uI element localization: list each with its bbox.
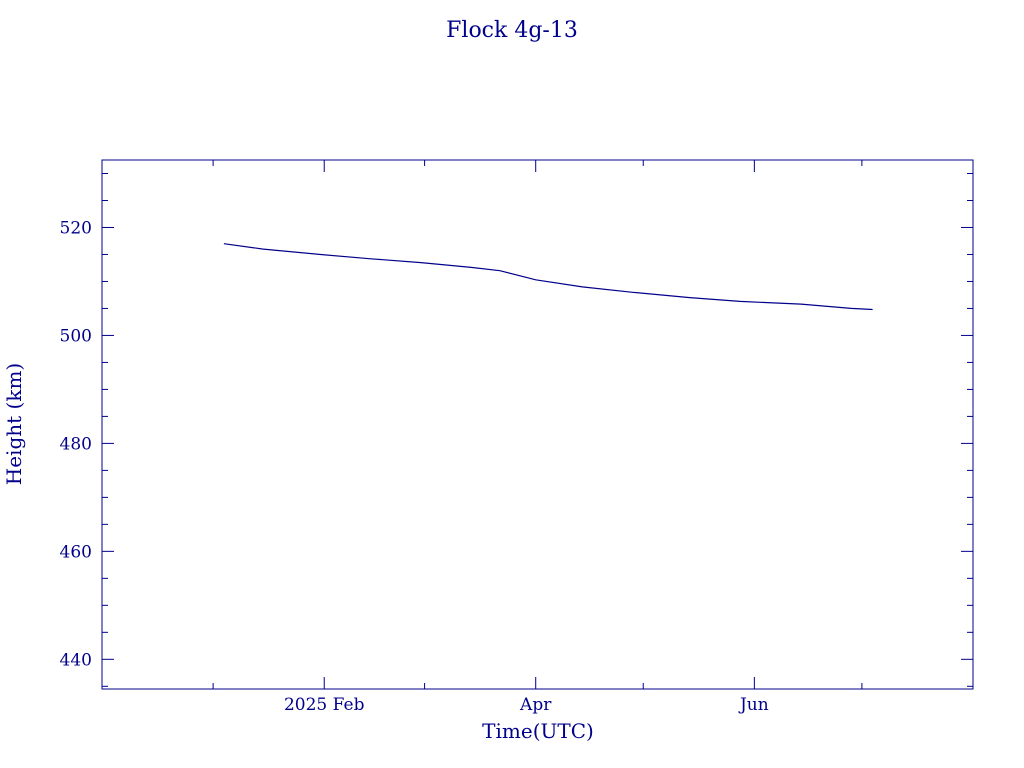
y-axis: 440 460 480 500 520: [60, 172, 973, 687]
x-axis-label: Time(UTC): [482, 719, 594, 743]
y-axis-label: Height (km): [2, 363, 26, 485]
y-tick-label: 500: [60, 326, 92, 346]
x-tick-label: Apr: [519, 695, 552, 715]
y-tick-label: 460: [60, 542, 92, 562]
chart-title: Flock 4g-13: [446, 18, 578, 43]
x-tick-label: Jun: [738, 695, 769, 715]
plot-frame: [101, 159, 974, 690]
y-tick-label: 520: [60, 218, 92, 238]
x-tick-label: 2025 Feb: [284, 695, 365, 715]
y-tick-label: 480: [60, 434, 92, 454]
series-line: [223, 243, 873, 311]
x-axis: 2025 Feb Apr Jun: [212, 160, 863, 715]
y-tick-label: 440: [60, 650, 92, 670]
